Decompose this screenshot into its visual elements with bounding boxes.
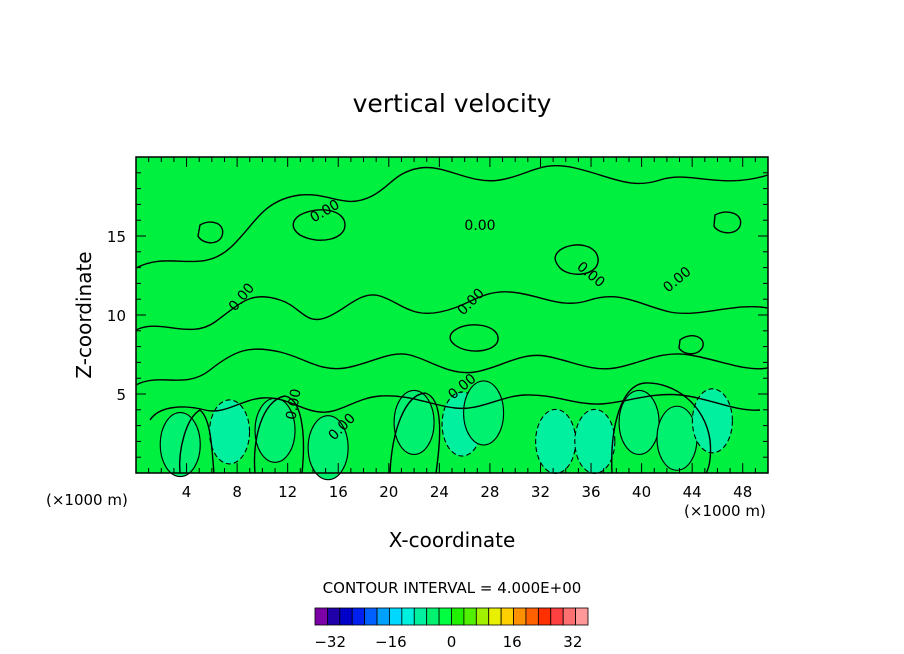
colorbar-swatch [401,607,415,626]
colorbar-swatch [575,607,589,626]
zero-contour-line [611,382,712,474]
zero-contour-line [135,291,769,331]
x-tick-label: 28 [480,483,499,501]
zero-contour-line [389,392,441,474]
x-tick-label: 40 [632,483,651,501]
zero-contour-line [449,324,499,352]
zero-contour-line [253,395,305,474]
updraft-contour [463,380,505,446]
downdraft-contour [208,399,251,465]
colorbar-swatch [451,607,465,626]
colorbar-swatch [426,607,440,626]
z-unit-label-right: (×1000 m) [684,502,766,520]
x-tick-label: 4 [182,483,192,501]
contour-value-label: 0.00 [283,388,304,421]
x-tick-label: 20 [379,483,398,501]
colorbar-tick-label: 0 [447,633,457,651]
colorbar-swatch [327,607,341,626]
x-tick-label: 8 [232,483,242,501]
x-tick-label: 16 [329,483,348,501]
zero-contour-line [678,335,704,355]
colorbar-swatch [525,607,539,626]
downdraft-contour [535,408,577,474]
colorbar-swatch [513,607,527,626]
downdraft-contour [574,408,616,474]
contour-features [159,380,733,481]
z-tick-label: 15 [107,228,126,246]
colorbar-swatch [376,607,390,626]
colorbar-swatch [488,607,502,626]
x-tick-label: 48 [733,483,752,501]
x-tick-label: 12 [278,483,297,501]
colorbar-swatch [438,607,452,626]
zero-contour-line [178,409,215,474]
colorbar-swatch [314,607,328,626]
zero-contour-line [135,164,769,269]
zero-contour-line [554,244,599,275]
updraft-contour [159,412,201,478]
z-axis: 5 10 15 [107,172,768,458]
plot-area: 0.00 0.000.00 0.000.00 0.000.000.000.00 [135,156,769,481]
zero-contour-line [197,221,224,244]
colorbar-tick-label: 16 [503,633,522,651]
colorbar-tick-label: 32 [563,633,582,651]
y-axis-label: Z-coordinate [72,251,96,378]
contour-interval-text: CONTOUR INTERVAL = 4.000E+00 [323,579,582,597]
x-tick-label: 32 [531,483,550,501]
colorbar-swatch [463,607,477,626]
colorbar-swatch [413,607,428,626]
colorbar-swatch [389,607,403,626]
colorbar-swatch [475,607,490,626]
chart-title: vertical velocity [353,89,552,118]
colorbar-swatch [562,607,576,626]
colorbar-swatch [537,607,552,626]
x-tick-label: 24 [430,483,449,501]
colorbar-tick-label: −32 [314,633,346,651]
zero-contour-line [149,393,761,421]
colorbar-swatch [364,607,378,626]
zero-contour-line [713,211,742,234]
zero-contour-line [292,209,346,241]
colorbar-swatch [550,607,564,626]
colorbar: −32 −16 0 16 32 [314,607,589,651]
x-tick-label: 44 [683,483,702,501]
colorbar-swatch [500,607,514,626]
zero-contour-line [135,348,769,386]
colorbar-swatch [351,607,366,626]
x-axis-label: X-coordinate [389,528,516,552]
z-tick-label: 10 [107,307,126,325]
x-axis: 4 8 12 16 20 24 28 32 36 40 44 48 [148,157,756,501]
updraft-contour [656,405,698,471]
x-unit-label-left: (×1000 m) [46,491,128,509]
zero-contour-lines [135,164,769,474]
contour-value-label: 0.00 [464,218,495,234]
z-tick-label: 5 [116,386,126,404]
colorbar-swatch [339,607,353,626]
x-tick-label: 36 [581,483,600,501]
colorbar-tick-label: −16 [375,633,407,651]
updraft-contour [393,389,435,455]
